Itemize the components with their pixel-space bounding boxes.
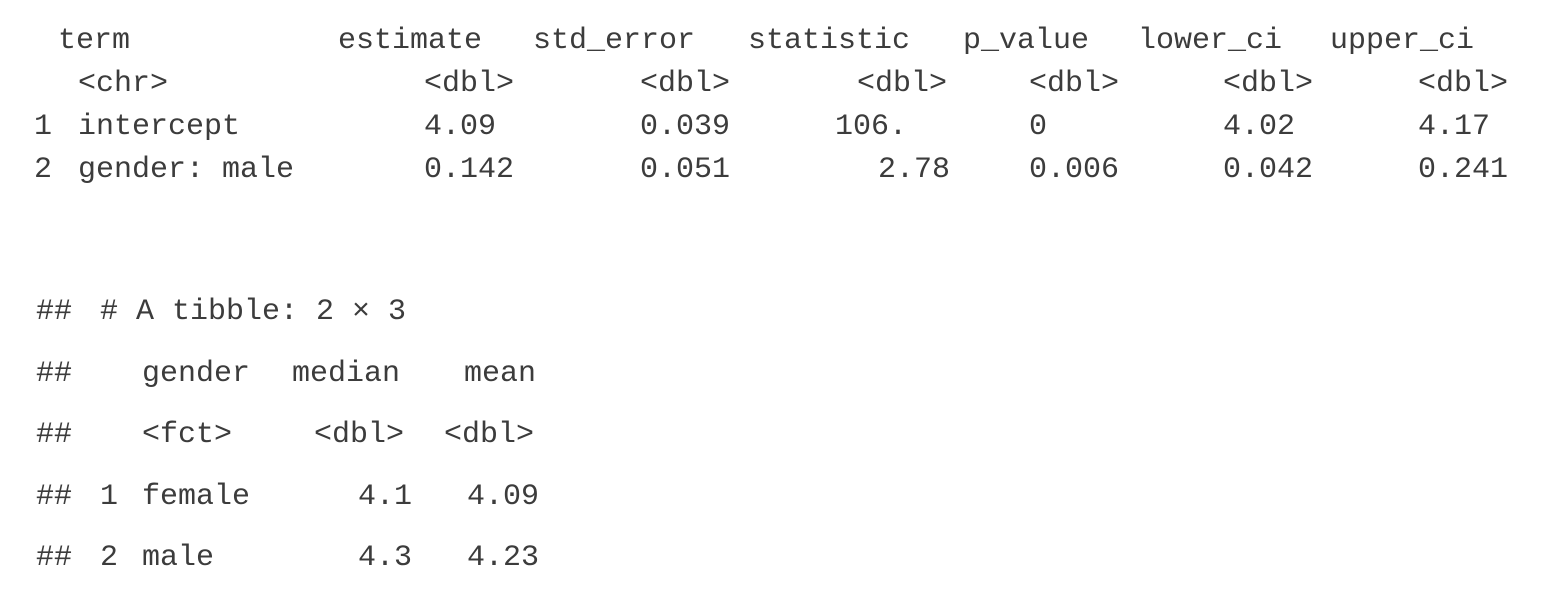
col-header-mean: mean bbox=[464, 357, 537, 391]
row-index: 2 bbox=[100, 541, 119, 575]
col-header-upper-ci: upper_ci bbox=[1330, 24, 1475, 58]
table-cell-std-error: 0.039 bbox=[640, 110, 731, 144]
col-header-gender: gender bbox=[142, 357, 251, 391]
table-cell-estimate: 0.142 bbox=[424, 153, 515, 187]
col-header-term: term bbox=[58, 24, 131, 58]
col-type-std-error: <dbl> bbox=[640, 67, 731, 101]
table-cell-lower-ci: 0.042 bbox=[1223, 153, 1314, 187]
tibble-title: # A tibble: 2 × 3 bbox=[100, 295, 407, 329]
col-header-median: median bbox=[292, 357, 401, 391]
col-type-mean: <dbl> bbox=[444, 418, 535, 452]
table-cell-median: 4.1 bbox=[358, 480, 413, 514]
table-cell-mean: 4.09 bbox=[467, 480, 540, 514]
col-type-estimate: <dbl> bbox=[424, 67, 515, 101]
table-cell-term: intercept bbox=[78, 110, 241, 144]
console-prefix: ## bbox=[36, 357, 73, 391]
table-cell-gender: female bbox=[142, 480, 251, 514]
table-cell-median: 4.3 bbox=[358, 541, 413, 575]
col-type-statistic: <dbl> bbox=[857, 67, 948, 101]
col-type-median: <dbl> bbox=[314, 418, 405, 452]
col-type-term: <chr> bbox=[78, 67, 169, 101]
console-prefix: ## bbox=[36, 480, 73, 514]
table-cell-statistic: 2.78 bbox=[878, 153, 951, 187]
col-header-std-error: std_error bbox=[533, 24, 696, 58]
table-cell-mean: 4.23 bbox=[467, 541, 540, 575]
table-cell-term: gender: male bbox=[78, 153, 295, 187]
table-cell-upper-ci: 0.241 bbox=[1418, 153, 1509, 187]
row-index: 1 bbox=[34, 110, 53, 144]
col-type-gender: <fct> bbox=[142, 418, 233, 452]
table-cell-estimate: 4.09 bbox=[424, 110, 497, 144]
table-cell-std-error: 0.051 bbox=[640, 153, 731, 187]
console-prefix: ## bbox=[36, 295, 73, 329]
col-header-lower-ci: lower_ci bbox=[1138, 24, 1283, 58]
table-cell-lower-ci: 4.02 bbox=[1223, 110, 1296, 144]
table-cell-p-value: 0.006 bbox=[1029, 153, 1120, 187]
col-type-p-value: <dbl> bbox=[1029, 67, 1120, 101]
table-cell-statistic: 106. bbox=[835, 110, 908, 144]
col-header-estimate: estimate bbox=[338, 24, 483, 58]
col-type-upper-ci: <dbl> bbox=[1418, 67, 1509, 101]
col-header-statistic: statistic bbox=[748, 24, 911, 58]
col-type-lower-ci: <dbl> bbox=[1223, 67, 1314, 101]
table-cell-upper-ci: 4.17 bbox=[1418, 110, 1491, 144]
row-index: 1 bbox=[100, 480, 119, 514]
col-header-p-value: p_value bbox=[963, 24, 1090, 58]
row-index: 2 bbox=[34, 153, 53, 187]
table-cell-gender: male bbox=[142, 541, 215, 575]
console-prefix: ## bbox=[36, 541, 73, 575]
console-prefix: ## bbox=[36, 418, 73, 452]
table-cell-p-value: 0 bbox=[1029, 110, 1048, 144]
